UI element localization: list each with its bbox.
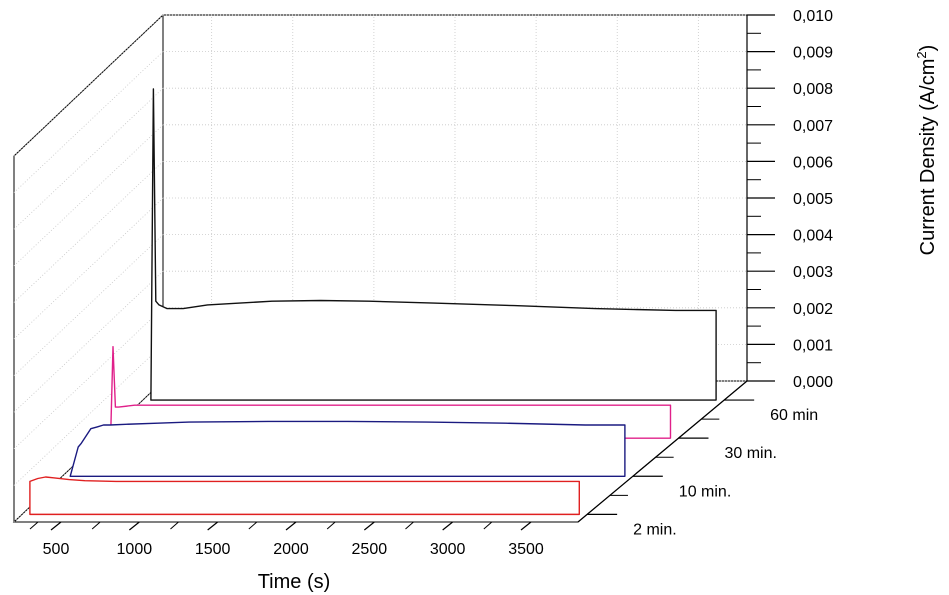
z-tick-label: 0,007 [793, 118, 833, 135]
x-minor-tick [326, 521, 336, 530]
x-tick-label: 3000 [430, 541, 466, 558]
z-tick-label: 0,010 [793, 8, 833, 25]
series-axis: 2 min. 10 min. 30 min. 60 min [577, 380, 818, 538]
grid-line-side [13, 161, 164, 303]
x-tick [50, 521, 62, 531]
series-line [29, 476, 580, 516]
z-tick-label: 0,009 [793, 45, 833, 62]
x-axis-title: Time (s) [258, 571, 331, 593]
z-tick-label: 0,008 [793, 81, 833, 98]
x-minor-tick [483, 521, 493, 530]
x-tick-label: 1000 [117, 541, 153, 558]
z-tick-label: 0,005 [793, 191, 833, 208]
grid-line-side [13, 307, 164, 450]
x-minor-tick [91, 521, 101, 530]
x-tick-label: 2500 [352, 541, 388, 558]
z-tick-label: 0,006 [793, 154, 833, 171]
x-tick [128, 521, 140, 531]
grid-line-side [13, 344, 164, 486]
grid-line-side [13, 51, 164, 193]
x-tick [520, 521, 532, 531]
z-tick-label: 0,001 [793, 337, 833, 354]
grid-line-side [13, 234, 164, 376]
z-axis-title-superscript: 2 [914, 51, 929, 58]
series-line [69, 420, 626, 477]
x-tick-label: 500 [43, 541, 70, 558]
x-axis: 500 1000 1500 2000 2500 3000 3500 [29, 521, 544, 558]
z-tick-label: 0,002 [793, 301, 833, 318]
series-label: 2 min. [633, 521, 677, 538]
x-minor-tick [29, 521, 39, 530]
z-axis-title: Current Density (A/cm2) [914, 45, 939, 256]
x-minor-tick [405, 521, 414, 530]
grid-line-side [13, 87, 164, 230]
x-minor-tick [248, 521, 258, 530]
series-line [150, 88, 717, 401]
z-tick-label: 0,000 [793, 374, 833, 391]
grid-line-side [13, 270, 164, 413]
x-tick [285, 521, 297, 531]
grid-line-side [13, 14, 164, 157]
grid-line-side [13, 124, 164, 267]
z-axis: 0,000 0,001 0,002 0,003 0,004 0,005 0,006 0,007… [746, 8, 833, 391]
x-tick [363, 521, 375, 531]
series-label: 30 min. [724, 445, 776, 462]
x-tick-label: 3500 [508, 541, 544, 558]
x-tick [442, 521, 454, 531]
x-tick [207, 521, 219, 531]
series-axis-line [577, 380, 748, 523]
x-tick-label: 2000 [273, 541, 309, 558]
series-group [29, 88, 717, 516]
z-tick-label: 0,003 [793, 264, 833, 281]
x-minor-tick [170, 521, 179, 530]
x-tick-label: 1500 [195, 541, 231, 558]
grid-line-side [13, 197, 164, 340]
z-tick-label: 0,004 [793, 228, 833, 245]
series-label: 10 min. [679, 483, 731, 500]
series-line [109, 346, 672, 439]
series-label: 60 min [770, 407, 818, 424]
